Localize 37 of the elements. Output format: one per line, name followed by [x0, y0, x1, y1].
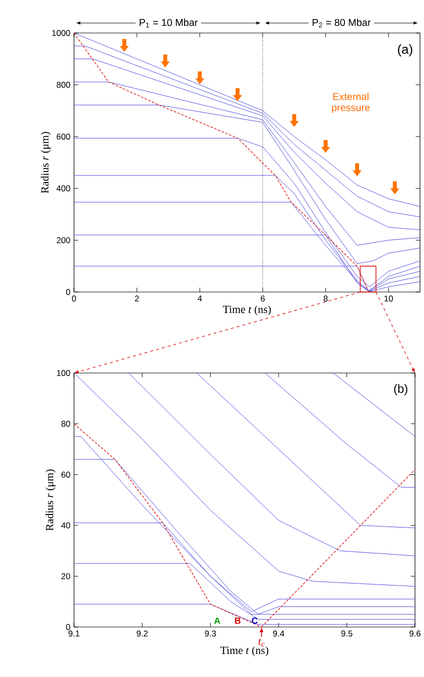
text: P$_{1}$ = 10 Mbar — [140, 18, 198, 28]
x-axis-title: Time t (ns) — [220, 646, 268, 656]
x-tick-label: 2 — [134, 296, 139, 302]
x-tick-label: 10 — [384, 296, 393, 302]
x-tick-label: 9.3 — [204, 630, 216, 637]
y-tick-label: 0 — [66, 624, 70, 630]
y-tick-label: 200 — [56, 237, 70, 244]
y-tick-label: 400 — [56, 185, 70, 192]
annotation: B — [234, 618, 240, 624]
x-tick-label: 9.4 — [273, 630, 284, 637]
y-tick-label: 800 — [56, 82, 70, 88]
x-tick-label: 9.6 — [409, 630, 420, 637]
annotation: (a) — [398, 44, 412, 56]
y-tick-label: 1000 — [52, 30, 70, 36]
text: t$_{c}$ — [258, 638, 264, 647]
x-tick-label: 8 — [324, 296, 328, 302]
x-axis-title: Time t (ns) — [222, 305, 271, 316]
annotation: C — [252, 617, 258, 624]
y-tick-label: 100 — [56, 370, 70, 376]
y-tick-label: 80 — [61, 420, 70, 427]
annotation: External pressure — [332, 92, 370, 114]
y-axis-title: Radius r (μm) — [40, 132, 51, 194]
y-tick-label: 0 — [66, 289, 70, 295]
x-tick-label: 9.5 — [341, 630, 352, 637]
y-tick-label: 600 — [56, 134, 70, 140]
text: P$_{2}$ = 80 Mbar — [312, 18, 371, 28]
annotation: A — [214, 618, 220, 624]
y-tick-label: 40 — [61, 522, 70, 528]
x-tick-label: 9.2 — [136, 630, 148, 637]
y-axis-title: Radius r (μm) — [45, 470, 56, 531]
x-tick-label: 9.1 — [68, 630, 80, 637]
x-tick-label: 4 — [198, 296, 202, 302]
x-tick-label: 6 — [260, 296, 265, 302]
y-tick-label: 60 — [61, 472, 70, 478]
x-tick-label: 0 — [72, 296, 76, 302]
y-tick-label: 20 — [61, 573, 70, 580]
annotation: (b) — [394, 384, 408, 396]
